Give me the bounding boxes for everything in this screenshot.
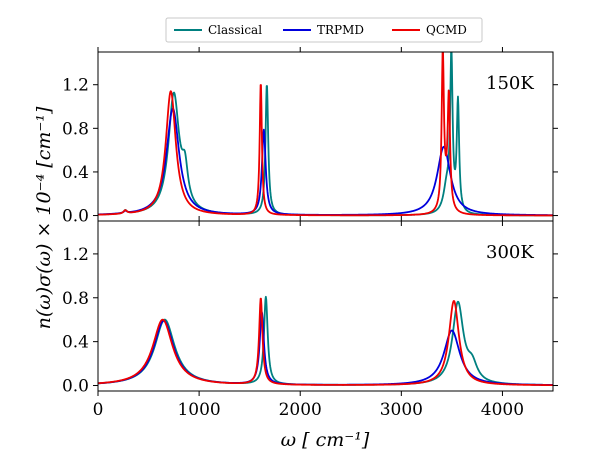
- y-axis-label: n(ω)σ(ω) × 10⁻⁴ [cm⁻¹]: [33, 106, 55, 329]
- y-tick-label: 0.0: [62, 377, 89, 397]
- x-tick-label: 2000: [279, 400, 322, 420]
- x-tick-label: 3000: [380, 400, 423, 420]
- panel-300K: 0.0 0.4 0.8 1.2 300K: [62, 216, 558, 397]
- legend-label-trpmd: TRPMD: [317, 23, 364, 37]
- series-line-classical-300K: [98, 295, 553, 386]
- panel-150K: 0.0 0.4 0.8 1.2 150K: [62, 47, 558, 227]
- panel-label-150K: 150K: [486, 73, 534, 94]
- series-line-qcmd-300K: [98, 297, 553, 387]
- y-tick-label: 0.4: [62, 163, 89, 183]
- x-tick-label: 1000: [177, 400, 220, 420]
- panel-frame-300K: [97, 220, 554, 392]
- legend-box: [165, 17, 483, 43]
- y-tick-label: 0.8: [62, 289, 89, 309]
- y-tick-label: 0.0: [62, 207, 89, 227]
- y-tick-label: 1.2: [62, 76, 89, 96]
- y-tick-label: 0.4: [62, 333, 89, 353]
- x-tick-label: 0: [93, 400, 104, 420]
- x-tick-labels: 0 1000 2000 3000 4000: [93, 400, 524, 420]
- y-tick-label: 0.8: [62, 119, 89, 139]
- panels: 0.0 0.4 0.8 1.2 150K 0.0 0.4 0.8 1.2 300K: [62, 47, 558, 397]
- panel-label-300K: 300K: [486, 242, 534, 263]
- legend-label-qcmd: QCMD: [426, 23, 467, 37]
- x-tick-label: 4000: [481, 400, 524, 420]
- y-tick-label: 1.2: [62, 245, 89, 265]
- legend: Classical TRPMD QCMD: [165, 17, 483, 43]
- legend-label-classical: Classical: [208, 23, 262, 37]
- x-axis-label: ω [ cm⁻¹]: [281, 429, 370, 451]
- series-line-qcmd-150K: [98, 52, 553, 217]
